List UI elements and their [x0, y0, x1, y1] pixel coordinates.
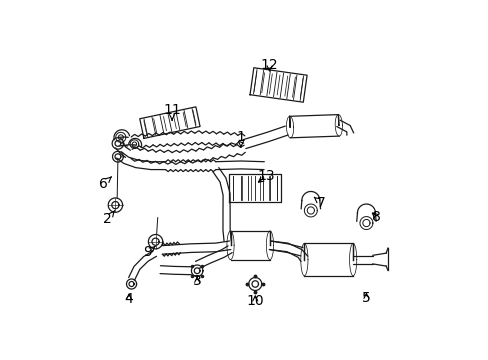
Text: 12: 12 [260, 58, 278, 72]
Text: 3: 3 [192, 274, 201, 288]
Text: 8: 8 [371, 210, 380, 224]
Text: 6: 6 [99, 177, 111, 190]
Text: 10: 10 [246, 294, 264, 308]
Text: 13: 13 [257, 170, 274, 183]
Text: 7: 7 [314, 196, 325, 210]
Text: 2: 2 [103, 211, 114, 226]
Text: 9: 9 [143, 246, 155, 260]
Text: 4: 4 [124, 292, 133, 306]
Text: 1: 1 [236, 130, 245, 147]
Text: 11: 11 [163, 103, 181, 120]
Text: 5: 5 [361, 291, 370, 305]
